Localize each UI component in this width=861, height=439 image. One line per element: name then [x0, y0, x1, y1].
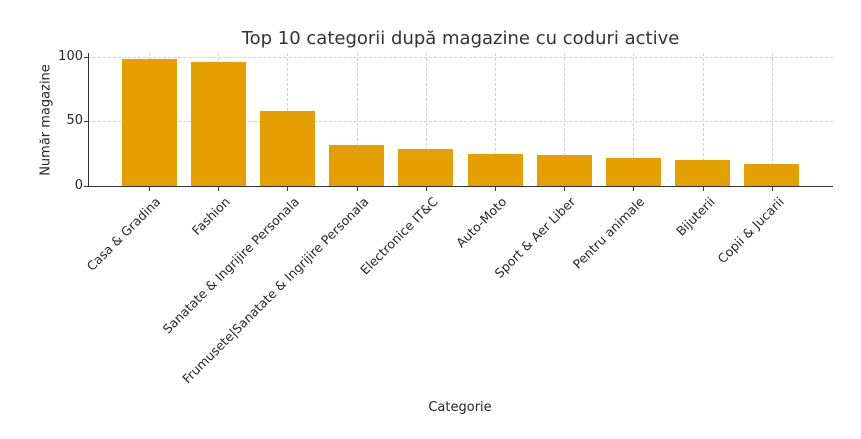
grid-line-vertical	[564, 53, 566, 186]
bar	[467, 153, 523, 186]
x-tick-label: Fashion	[189, 194, 233, 238]
x-tick-mark	[287, 187, 289, 191]
x-tick-mark	[702, 187, 704, 191]
y-tick-mark	[84, 56, 88, 58]
x-tick-mark	[218, 187, 220, 191]
x-tick-label: Auto-Moto	[452, 194, 510, 251]
bar	[398, 148, 454, 186]
y-axis-line	[88, 53, 89, 187]
bar	[536, 155, 592, 186]
grid-line-vertical	[356, 53, 358, 186]
grid-line-vertical	[702, 53, 704, 186]
grid-line-vertical	[425, 53, 427, 186]
x-tick-mark	[356, 187, 358, 191]
x-axis-line	[88, 186, 833, 187]
bar	[675, 160, 731, 186]
y-tick-mark	[84, 186, 88, 187]
bar	[121, 59, 177, 186]
bar	[329, 144, 385, 186]
bar	[259, 111, 315, 186]
x-tick-mark	[149, 187, 150, 191]
y-tick-mark	[84, 121, 88, 123]
plot-area	[88, 53, 833, 186]
y-tick-label: 50	[66, 113, 83, 129]
y-tick-label: 100	[58, 48, 83, 64]
x-tick-label: Copii & Jucarii	[714, 194, 787, 267]
y-axis-title: Număr magazine	[38, 64, 54, 176]
bar	[744, 164, 800, 186]
x-axis-title: Categorie	[428, 400, 492, 415]
bar	[605, 157, 661, 186]
x-tick-mark	[633, 187, 635, 191]
x-tick-mark	[425, 187, 427, 191]
grid-line-vertical	[495, 53, 496, 186]
x-tick-label: Pentru animale	[570, 194, 648, 272]
x-tick-mark	[495, 187, 496, 191]
grid-line-vertical	[771, 53, 773, 186]
x-tick-label: Bijuterii	[672, 194, 718, 239]
y-tick-label: 0	[74, 178, 83, 193]
bar	[190, 62, 246, 186]
x-tick-mark	[771, 187, 773, 191]
grid-line-horizontal	[88, 56, 833, 58]
x-tick-label: Casa & Gradina	[83, 194, 164, 274]
grid-line-horizontal	[88, 121, 833, 123]
x-tick-mark	[564, 187, 566, 191]
x-tick-label: Sanatate & Ingrijire Personala	[160, 194, 303, 337]
grid-line-vertical	[633, 53, 635, 186]
chart-title: Top 10 categorii după magazine cu coduri…	[241, 28, 680, 49]
